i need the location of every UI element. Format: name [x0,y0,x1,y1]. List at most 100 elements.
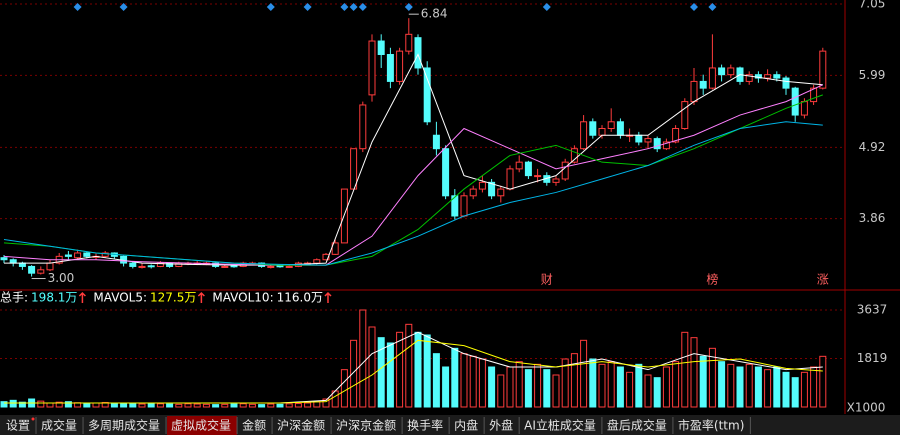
y-tick-label: 3637 [857,303,888,317]
candle-body [175,262,183,267]
tab[interactable] [84,416,167,435]
tab[interactable] [332,416,403,435]
candle-body [708,67,716,89]
candle-body [782,77,790,89]
volume-bar [405,323,413,408]
candle-body [524,161,532,177]
tab[interactable] [2,416,37,435]
candle-body [718,67,726,76]
tab-label[interactable]: 盘后成交量 [607,418,667,433]
candle-body [534,175,542,178]
event-tag[interactable]: 财 [541,273,553,287]
volume-bar [248,403,256,408]
candle-body [589,121,597,136]
candle-body [699,80,707,89]
event-marker[interactable] [266,3,275,11]
y-tick-label: 3.86 [859,211,886,225]
legend-value: 116.0万 [277,291,323,305]
volume-bar [0,401,8,408]
volume-bar [175,403,183,408]
tab-label[interactable]: AI立桩成交量 [524,418,596,433]
event-marker[interactable] [542,3,551,11]
tab-label[interactable]: 沪深京金额 [336,418,396,433]
tab[interactable] [167,416,238,435]
volume-bar [83,402,91,408]
volume-bar [276,403,284,408]
volume-bar [377,337,385,408]
tab[interactable] [602,416,673,435]
event-marker[interactable] [708,3,717,11]
tab-label[interactable]: 设置 [6,419,30,433]
volume-bar [589,358,597,408]
legend-arrow [324,291,332,303]
volume-bar [497,374,505,408]
volume-bar [626,371,634,408]
event-marker[interactable] [119,3,128,11]
candle-body [598,128,606,136]
volume-bar [782,371,790,408]
candle-body [129,262,137,267]
candle-body [607,121,615,130]
tab-label[interactable]: 市盈率(ttm) [678,418,744,433]
low-label: 3.00 [48,271,75,285]
candle-body [681,101,689,130]
volume-bar [469,355,477,408]
tab-label[interactable]: 金额 [242,418,266,433]
candle-body [285,265,293,268]
tab-label[interactable]: 沪深金额 [277,418,325,433]
legend-value: 127.5万 [150,291,196,305]
tab[interactable] [485,416,520,435]
tab-label[interactable]: 内盘 [454,418,478,433]
event-tag[interactable]: 涨 [817,272,829,287]
candle-body [754,74,762,79]
volume-bar [193,403,201,408]
candle-body [570,148,578,163]
tab-label[interactable]: 成交量 [41,418,77,433]
volume-bar [570,353,578,408]
event-marker[interactable] [358,3,367,11]
volume-bar [736,366,744,408]
tab[interactable] [403,416,450,435]
tab[interactable] [450,416,485,435]
event-marker[interactable] [73,3,82,11]
volume-bar [294,403,302,408]
candle-body [322,253,330,261]
event-marker[interactable] [340,3,349,11]
ma-line [3,84,824,266]
tab[interactable] [238,416,273,435]
volume-bar [258,404,266,408]
event-tag[interactable]: 榜 [706,272,718,287]
candle-body [9,259,17,264]
candle-body [396,50,404,82]
event-marker[interactable] [303,3,312,11]
volume-bar [414,331,422,408]
candle-body [414,37,422,69]
tab-label[interactable]: 虚拟成交量 [171,418,231,433]
tab[interactable] [37,416,84,435]
tab[interactable] [673,416,751,435]
event-marker[interactable] [349,3,358,11]
legend-label: MAVOL5: [93,291,147,305]
candle-body [745,74,753,82]
volume-bar [718,361,726,408]
y-tick-label: 4.92 [859,140,886,154]
candle-body [166,262,174,267]
tab-label[interactable]: 换手率 [407,418,443,433]
event-marker[interactable] [690,3,698,11]
volume-bar [754,366,762,408]
volume-bar [561,358,569,408]
volume-bar [212,404,220,408]
tab[interactable] [273,416,332,435]
candle-body [635,134,643,143]
candle-body [147,265,155,268]
tab-label[interactable]: 多周期成交量 [88,418,160,433]
tab-label[interactable]: 外盘 [489,418,513,433]
volume-bar [607,361,615,408]
candle-body [442,148,450,197]
tab[interactable] [520,416,602,435]
volume-bar [18,401,26,408]
volume-bar [552,374,560,408]
event-marker[interactable] [404,3,413,11]
volume-bar [635,363,643,408]
volume-bar [120,402,128,408]
